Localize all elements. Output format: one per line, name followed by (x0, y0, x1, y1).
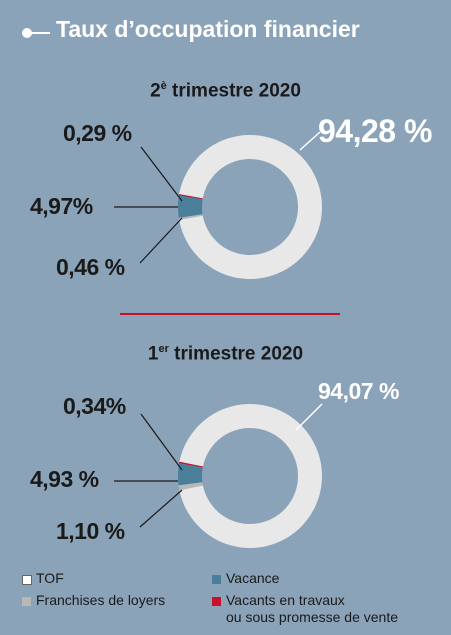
separator-line (120, 313, 340, 315)
bullet-dot-icon (22, 28, 32, 38)
chart-2-slice-vacants (179, 461, 203, 468)
header: Taux d’occupation financier (0, 0, 451, 62)
chart-2-label-vacants: 0,34% (63, 393, 126, 419)
legend-label-vacants-1: Vacants en travaux (226, 592, 345, 608)
legend-label-tof: TOF (36, 570, 64, 586)
legend-label-vacants-2: ou sous promesse de vente (226, 609, 398, 625)
chart-2-label-tof: 94,07 % (318, 378, 399, 404)
chart-1-slice-tof (179, 134, 322, 279)
chart-2-label-vacance: 4,93 % (30, 466, 99, 492)
page-title: Taux d’occupation financier (56, 16, 360, 42)
chart-1-leader-franchises (139, 217, 183, 264)
chart-1-slice-vacants (178, 194, 203, 200)
chart-2-slice-vacance (178, 463, 203, 486)
chart-2-leader-franchises (139, 489, 183, 528)
legend-label-vacance: Vacance (226, 570, 280, 586)
chart-1-label-franchises: 0,46 % (56, 254, 125, 280)
chart-1-leader-tof (299, 131, 321, 151)
chart-1-slice-franchises (178, 214, 203, 220)
chart-2-leader-tof (295, 403, 323, 431)
chart-2-slice-tof (179, 404, 322, 548)
chart-1-slice-vacance (178, 195, 203, 218)
chart-1-label-tof: 94,28 % (318, 113, 432, 149)
chart-1-subtitle: 2è trimestre 2020 (150, 80, 301, 102)
chart-1-leader-vacants (140, 146, 183, 202)
chart-1-label-vacance: 4,97% (30, 193, 93, 219)
chart-2-leader-vacants (140, 413, 183, 471)
chart-2-subtitle: 1er trimestre 2020 (147, 343, 304, 365)
chart-2-label-franchises: 1,10 % (56, 518, 125, 544)
chart-2-slice-franchises (178, 482, 203, 491)
bullet-line-icon (30, 32, 50, 34)
legend-label-franchises: Franchises de loyers (36, 592, 166, 608)
chart-1-label-vacants: 0,29 % (63, 120, 132, 146)
